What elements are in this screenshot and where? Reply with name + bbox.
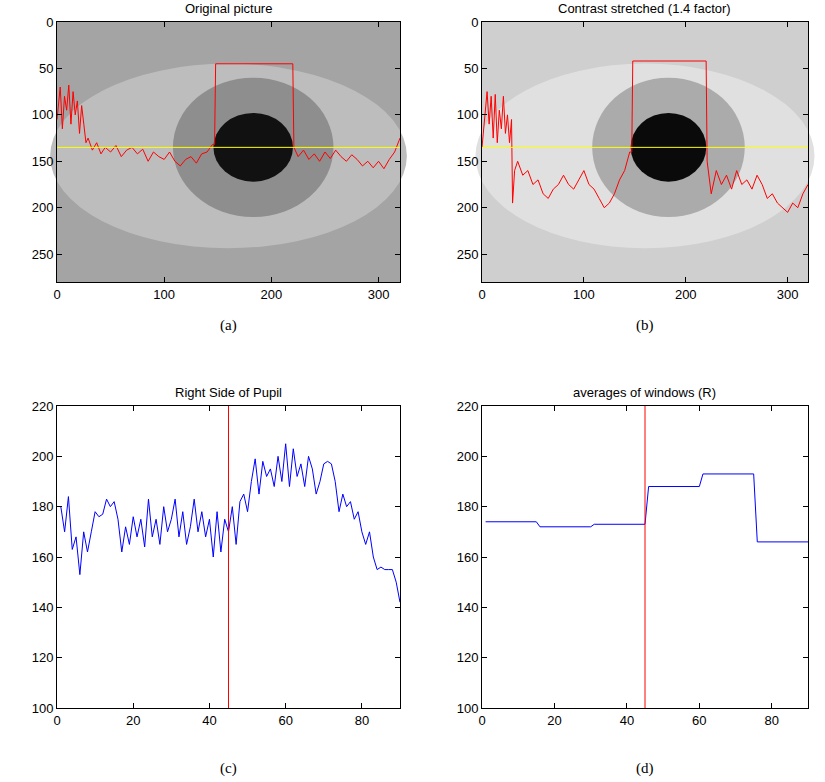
- svg-text:0: 0: [478, 713, 485, 728]
- svg-text:300: 300: [368, 287, 390, 302]
- svg-text:50: 50: [464, 61, 478, 76]
- svg-text:20: 20: [126, 713, 140, 728]
- svg-text:200: 200: [32, 200, 54, 215]
- svg-text:(c): (c): [220, 760, 237, 777]
- svg-text:140: 140: [32, 600, 54, 615]
- svg-text:50: 50: [39, 61, 53, 76]
- svg-text:300: 300: [777, 287, 799, 302]
- svg-text:20: 20: [547, 713, 561, 728]
- svg-text:180: 180: [457, 499, 479, 514]
- svg-text:Right Side of Pupil: Right Side of Pupil: [175, 385, 282, 400]
- svg-text:100: 100: [457, 701, 479, 716]
- svg-text:80: 80: [765, 713, 779, 728]
- svg-text:100: 100: [573, 287, 595, 302]
- svg-text:0: 0: [46, 15, 53, 30]
- svg-text:40: 40: [620, 713, 634, 728]
- svg-text:Contrast stretched (1.4 factor: Contrast stretched (1.4 factor): [558, 1, 731, 16]
- svg-text:220: 220: [32, 399, 54, 414]
- svg-text:averages of windows (R): averages of windows (R): [573, 385, 716, 400]
- svg-text:160: 160: [457, 550, 479, 565]
- svg-text:220: 220: [457, 399, 479, 414]
- svg-text:80: 80: [355, 713, 369, 728]
- svg-text:(d): (d): [636, 760, 654, 777]
- svg-text:100: 100: [153, 287, 175, 302]
- svg-text:(a): (a): [220, 317, 237, 334]
- svg-text:250: 250: [457, 247, 479, 262]
- svg-text:60: 60: [278, 713, 292, 728]
- svg-text:0: 0: [53, 713, 60, 728]
- svg-text:180: 180: [32, 499, 54, 514]
- svg-text:200: 200: [457, 449, 479, 464]
- svg-text:100: 100: [32, 701, 54, 716]
- svg-text:200: 200: [32, 449, 54, 464]
- svg-text:(b): (b): [636, 317, 654, 334]
- svg-text:200: 200: [675, 287, 697, 302]
- svg-text:250: 250: [32, 247, 54, 262]
- svg-text:120: 120: [457, 650, 479, 665]
- svg-text:0: 0: [478, 287, 485, 302]
- svg-text:200: 200: [261, 287, 283, 302]
- svg-text:100: 100: [32, 107, 54, 122]
- svg-text:150: 150: [457, 154, 479, 169]
- svg-text:150: 150: [32, 154, 54, 169]
- svg-text:100: 100: [457, 107, 479, 122]
- svg-text:40: 40: [202, 713, 216, 728]
- svg-text:200: 200: [457, 200, 479, 215]
- svg-text:60: 60: [692, 713, 706, 728]
- svg-text:140: 140: [457, 600, 479, 615]
- svg-text:Original picture: Original picture: [185, 1, 272, 16]
- svg-text:0: 0: [471, 15, 478, 30]
- svg-text:0: 0: [53, 287, 60, 302]
- svg-text:160: 160: [32, 550, 54, 565]
- svg-text:120: 120: [32, 650, 54, 665]
